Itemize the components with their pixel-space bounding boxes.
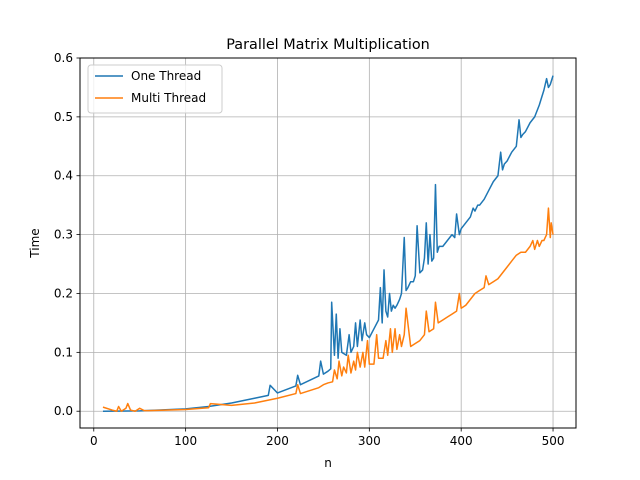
y-axis-label: Time xyxy=(28,228,42,258)
chart-title: Parallel Matrix Multiplication xyxy=(226,37,430,53)
y-tick-label: 0.0 xyxy=(54,404,73,418)
y-tick-label: 0.2 xyxy=(54,286,73,300)
axes-frame xyxy=(79,57,577,429)
y-tick-label: 0.6 xyxy=(54,51,73,65)
x-tick-label: 300 xyxy=(358,434,381,448)
y-tick-label: 0.4 xyxy=(54,169,73,183)
series-layer xyxy=(102,75,554,412)
y-tick-label: 0.5 xyxy=(54,110,73,124)
legend-label-multi-thread: Multi Thread xyxy=(131,91,206,105)
grid xyxy=(80,57,576,428)
legend: One Thread Multi Thread xyxy=(87,64,223,114)
x-tick-label: 0 xyxy=(90,434,98,448)
y-tick-label: 0.1 xyxy=(54,345,73,359)
series-line-one-thread xyxy=(102,75,554,412)
x-tick-label: 400 xyxy=(450,434,473,448)
ticks: 0 100 200 300 400 500 0.0 0.1 0.2 0.3 0.4 0.5 0.6 xyxy=(54,51,565,448)
y-tick-label: 0.3 xyxy=(54,228,73,242)
series-line-multi-thread xyxy=(102,207,554,412)
legend-label-one-thread: One Thread xyxy=(131,69,201,83)
x-tick-label: 500 xyxy=(542,434,565,448)
legend-box xyxy=(87,64,223,114)
x-axis-label: n xyxy=(324,456,332,470)
x-tick-label: 100 xyxy=(174,434,197,448)
x-tick-label: 200 xyxy=(266,434,289,448)
